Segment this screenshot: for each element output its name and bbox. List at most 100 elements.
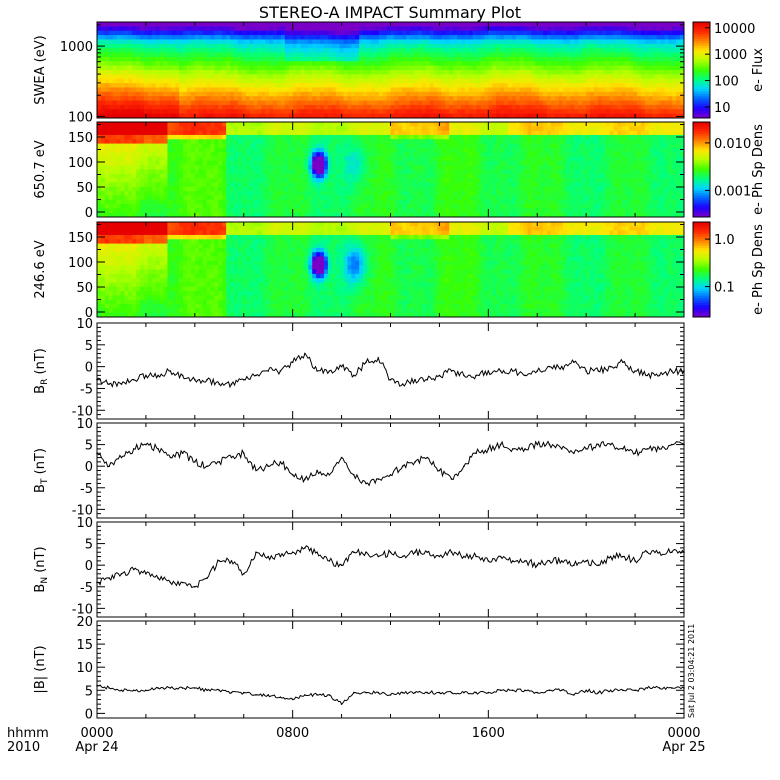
heatmap-cell: [378, 43, 384, 49]
heatmap-cell: [386, 22, 391, 27]
heatmap-cell: [449, 39, 454, 45]
heatmap-cell: [335, 35, 341, 40]
heatmap-cell: [97, 61, 102, 67]
heatmap-cell: [198, 199, 204, 205]
heatmap-cell: [230, 83, 235, 88]
heatmap-cell: [261, 22, 266, 27]
heatmap-cell: [167, 30, 172, 36]
heatmap-cell: [394, 96, 399, 101]
heatmap-cell: [233, 212, 239, 218]
heatmap-cell: [218, 199, 223, 205]
heatmap-cell: [398, 43, 403, 49]
heatmap-cell: [488, 35, 493, 40]
heatmap-cell: [179, 30, 184, 36]
colorbar-cell: [693, 34, 710, 37]
heatmap-cell: [629, 100, 634, 106]
heatmap-cell: [464, 113, 470, 119]
heatmap-cell: [280, 186, 286, 192]
heatmap-cell: [230, 87, 235, 93]
heatmap-cell: [484, 87, 489, 93]
heatmap-cell: [629, 48, 634, 53]
heatmap-cell: [323, 173, 329, 179]
heatmap-cell: [261, 212, 266, 218]
heatmap-cell: [230, 61, 235, 67]
heatmap-cell: [308, 173, 313, 179]
heatmap-cell: [453, 113, 458, 119]
heatmap-cell: [464, 56, 470, 62]
heatmap-cell: [175, 96, 180, 101]
heatmap-cell: [331, 22, 337, 27]
heatmap-cell: [480, 56, 485, 62]
heatmap-cell: [273, 152, 278, 157]
heatmap-cell: [151, 156, 157, 162]
heatmap-cell: [437, 87, 442, 93]
heatmap-cell: [124, 212, 129, 218]
heatmap-cell: [550, 74, 556, 80]
heatmap-cell: [253, 195, 258, 201]
heatmap-cell: [562, 96, 567, 101]
heatmap-cell: [194, 160, 200, 166]
heatmap-cell: [100, 39, 106, 45]
heatmap-cell: [132, 182, 137, 188]
heatmap-cell: [128, 182, 133, 188]
heatmap-cell: [539, 48, 544, 53]
heatmap-cell: [273, 122, 278, 127]
heatmap-cell: [637, 65, 642, 71]
heatmap-cell: [437, 52, 442, 58]
heatmap-cell: [386, 26, 391, 32]
heatmap-cell: [316, 87, 321, 93]
heatmap-cell: [343, 74, 348, 80]
heatmap-cell: [441, 39, 446, 45]
heatmap-cell: [312, 56, 317, 62]
heatmap-cell: [507, 87, 513, 93]
heatmap-cell: [187, 195, 192, 201]
heatmap-cell: [143, 178, 149, 183]
heatmap-cell: [179, 113, 184, 119]
heatmap-cell: [550, 43, 556, 49]
heatmap-cell: [198, 147, 204, 153]
heatmap-cell: [327, 74, 333, 80]
heatmap-cell: [124, 130, 129, 136]
heatmap-cell: [300, 126, 305, 132]
heatmap-cell: [253, 96, 258, 101]
heatmap-cell: [543, 96, 548, 101]
heatmap-cell: [308, 70, 313, 75]
heatmap-cell: [230, 204, 235, 209]
heatmap-cell: [586, 30, 591, 36]
heatmap-cell: [363, 30, 368, 36]
heatmap-cell: [484, 91, 489, 97]
heatmap-cell: [429, 96, 434, 101]
heatmap-cell: [167, 165, 172, 170]
heatmap-cell: [535, 78, 540, 84]
heatmap-cell: [327, 147, 333, 153]
heatmap-cell: [97, 39, 102, 45]
heatmap-cell: [621, 91, 626, 97]
heatmap-cell: [265, 43, 270, 49]
heatmap-cell: [210, 126, 215, 132]
heatmap-cell: [257, 182, 262, 188]
heatmap-cell: [214, 30, 219, 36]
heatmap-cell: [421, 87, 427, 93]
heatmap-cell: [128, 152, 133, 157]
heatmap-cell: [558, 70, 564, 75]
heatmap-cell: [198, 130, 204, 136]
heatmap-cell: [288, 178, 294, 183]
heatmap-cell: [147, 186, 153, 192]
heatmap-cell: [179, 83, 184, 88]
heatmap-cell: [496, 74, 501, 80]
heatmap-cell: [629, 91, 634, 97]
heatmap-cell: [230, 91, 235, 97]
heatmap-cell: [547, 35, 552, 40]
heatmap-cell: [151, 204, 157, 209]
heatmap-cell: [370, 35, 376, 40]
heatmap-cell: [566, 61, 571, 67]
heatmap-cell: [323, 26, 329, 32]
heatmap-cell: [218, 56, 223, 62]
colorbar-cell: [693, 110, 710, 114]
heatmap-cell: [269, 122, 274, 127]
heatmap-cell: [206, 147, 211, 153]
heatmap-cell: [273, 169, 278, 175]
heatmap-cell: [116, 39, 121, 45]
heatmap-cell: [284, 152, 290, 157]
heatmap-cell: [183, 182, 188, 188]
